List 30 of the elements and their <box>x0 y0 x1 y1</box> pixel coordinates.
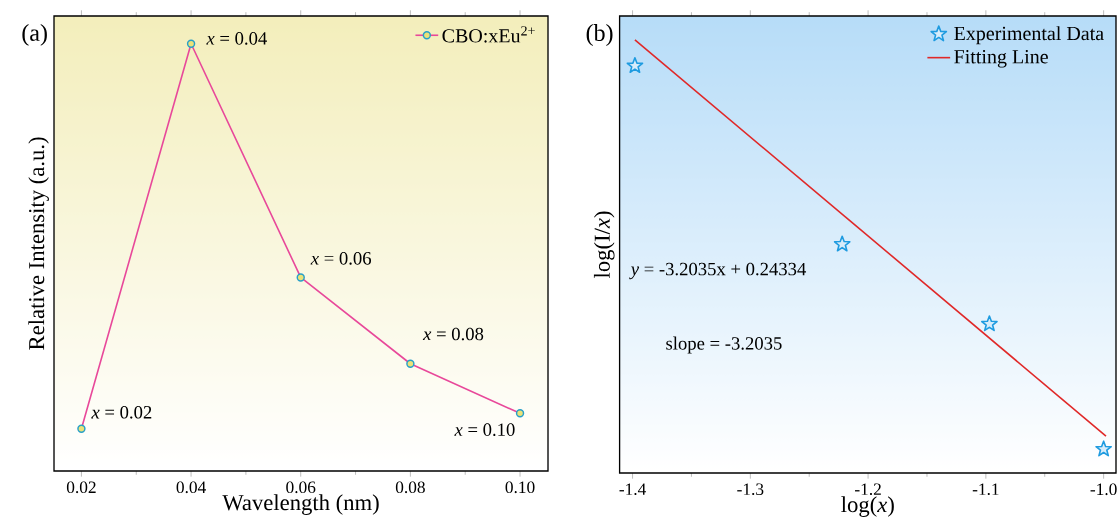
legend-label: Experimental Data <box>954 26 1104 45</box>
x-tick-label: -1.2 <box>855 483 881 496</box>
x-tick-label: -1.1 <box>972 483 999 496</box>
point <box>833 235 851 252</box>
x-tick-label: -1.3 <box>737 483 764 496</box>
x-tick-label: 0.06 <box>286 481 316 494</box>
x-tick-label: 0.02 <box>66 481 96 494</box>
y-axis-title: log(I/x) <box>593 211 615 279</box>
legend-label: CBO:xEu$^{2+}$ <box>442 26 535 43</box>
annotation: x = 0.06 <box>310 252 372 265</box>
annotation: x = 0.08 <box>422 327 484 341</box>
legend-label: Fitting Line <box>954 50 1048 68</box>
annotation: x = 0.10 <box>454 423 515 437</box>
y-axis-title: Relative Intensity (a.u.) <box>28 137 49 350</box>
x-tick-label: -1.0 <box>1090 483 1117 496</box>
x-axis-title: Wavelength (nm) <box>222 494 379 515</box>
x-axis-title: log(x) <box>841 496 894 517</box>
point <box>1095 440 1113 457</box>
chart-title: (a) <box>22 24 47 46</box>
annotation: y = -3.2035x + 0.24334 <box>629 262 807 280</box>
point <box>980 315 998 332</box>
x-tick-label: 0.08 <box>395 481 425 494</box>
annotation: x = 0.02 <box>91 405 152 419</box>
annotation: x = 0.04 <box>206 32 267 45</box>
point <box>626 57 644 74</box>
chart-title: (b) <box>586 24 613 46</box>
x-tick-label: 0.04 <box>176 481 206 494</box>
x-tick-label: 0.10 <box>505 481 535 494</box>
x-tick-label: -1.4 <box>619 483 647 496</box>
annotation: slope = -3.2035 <box>666 336 782 354</box>
